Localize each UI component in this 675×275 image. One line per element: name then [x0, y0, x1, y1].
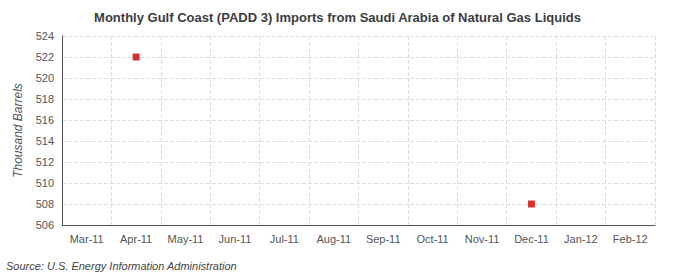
- svg-text:Jul-11: Jul-11: [270, 233, 299, 245]
- svg-text:522: 522: [36, 51, 54, 63]
- svg-text:520: 520: [36, 72, 54, 84]
- svg-text:May-11: May-11: [168, 233, 204, 245]
- svg-text:Apr-11: Apr-11: [120, 233, 152, 245]
- svg-text:Monthly Gulf Coast (PADD 3) Im: Monthly Gulf Coast (PADD 3) Imports from…: [94, 10, 581, 25]
- svg-text:524: 524: [36, 30, 54, 42]
- svg-text:508: 508: [36, 198, 54, 210]
- svg-text:Jun-11: Jun-11: [219, 233, 252, 245]
- svg-text:506: 506: [36, 219, 54, 231]
- svg-text:Sep-11: Sep-11: [366, 233, 401, 245]
- svg-text:Oct-11: Oct-11: [417, 233, 449, 245]
- svg-text:512: 512: [36, 156, 54, 168]
- svg-text:Aug-11: Aug-11: [316, 233, 351, 245]
- svg-text:Dec-11: Dec-11: [514, 233, 549, 245]
- svg-text:Nov-11: Nov-11: [465, 233, 500, 245]
- svg-text:Source: U.S. Energy Informatio: Source: U.S. Energy Information Administ…: [6, 260, 237, 272]
- svg-text:Feb-12: Feb-12: [613, 233, 648, 245]
- svg-text:514: 514: [36, 135, 54, 147]
- svg-text:Jan-12: Jan-12: [564, 233, 598, 245]
- svg-text:Thousand Barrels: Thousand Barrels: [11, 83, 25, 178]
- svg-text:518: 518: [36, 93, 54, 105]
- svg-text:510: 510: [36, 177, 54, 189]
- svg-text:Mar-11: Mar-11: [70, 233, 104, 245]
- svg-text:516: 516: [36, 114, 54, 126]
